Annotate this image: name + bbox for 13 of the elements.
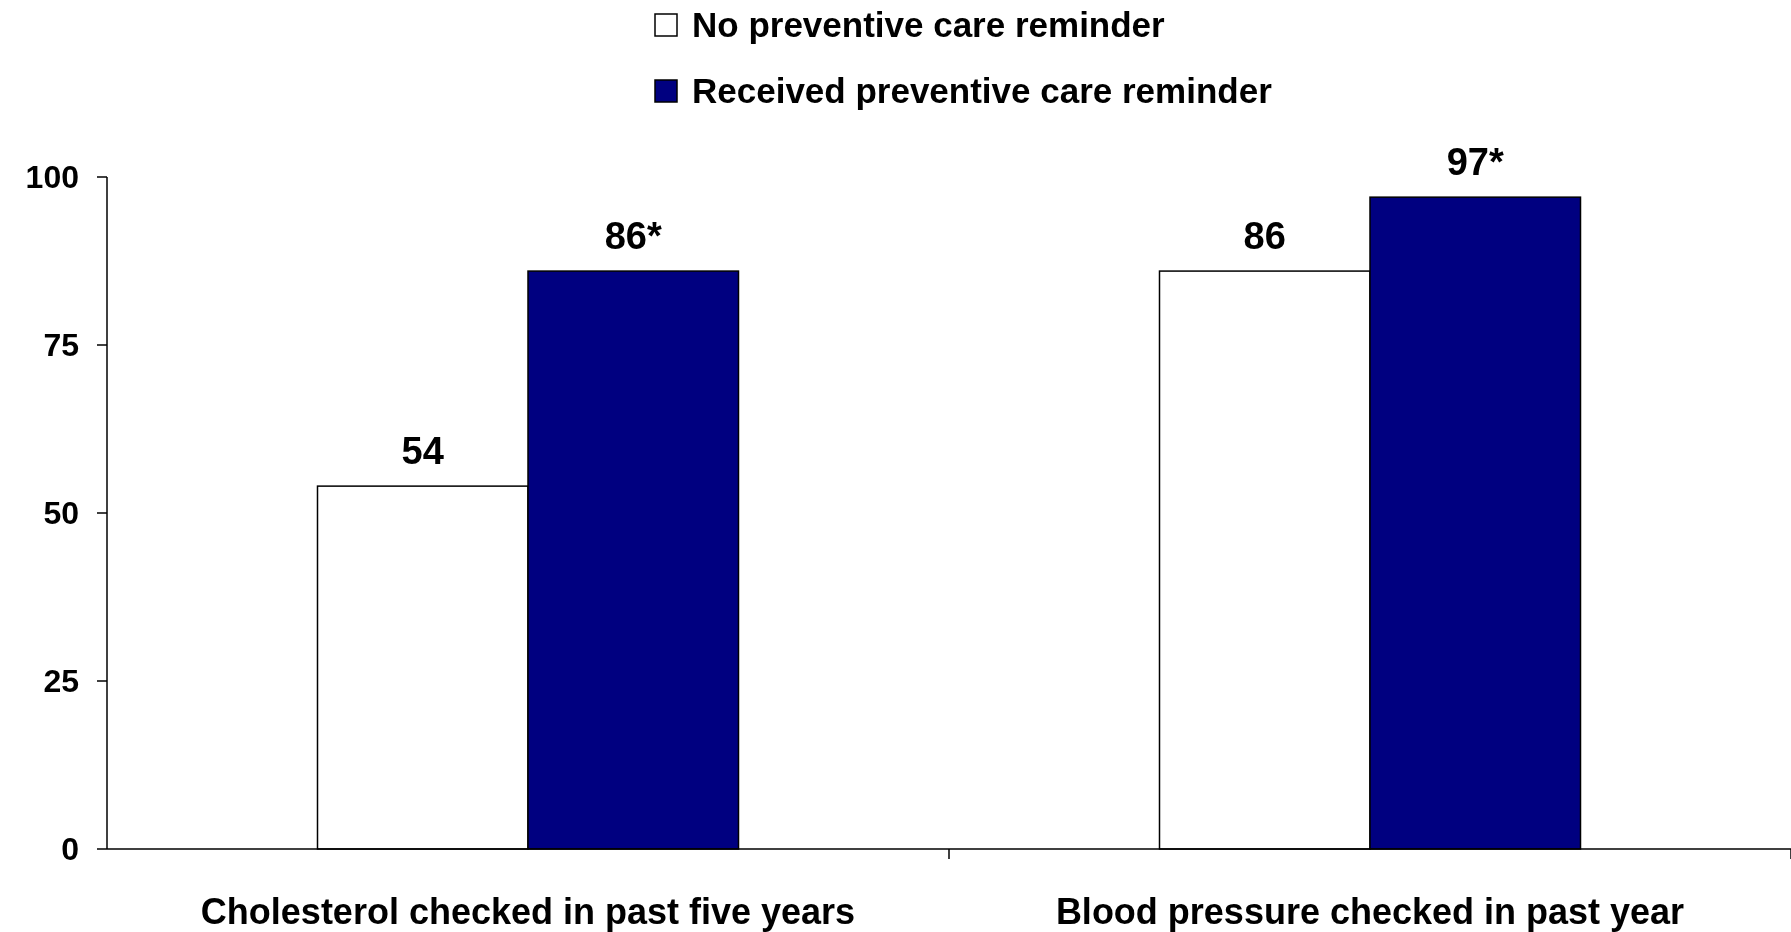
legend-label: No preventive care reminder	[692, 5, 1166, 45]
x-tick-label: Blood pressure checked in past year	[1055, 891, 1685, 932]
y-tick-label: 50	[43, 495, 79, 532]
y-tick-label: 25	[43, 663, 79, 700]
x-tick-label: Cholesterol checked in past five years	[200, 891, 856, 932]
data-label: 97*	[1446, 141, 1504, 184]
y-tick-label: 100	[25, 159, 79, 196]
y-tick-label: 0	[61, 831, 79, 868]
data-label: 86	[1243, 215, 1286, 258]
y-tick-label: 75	[43, 327, 79, 364]
legend-label: Received preventive care reminder	[692, 71, 1273, 111]
data-label: 54	[401, 430, 444, 473]
data-label: 86*	[604, 215, 662, 258]
